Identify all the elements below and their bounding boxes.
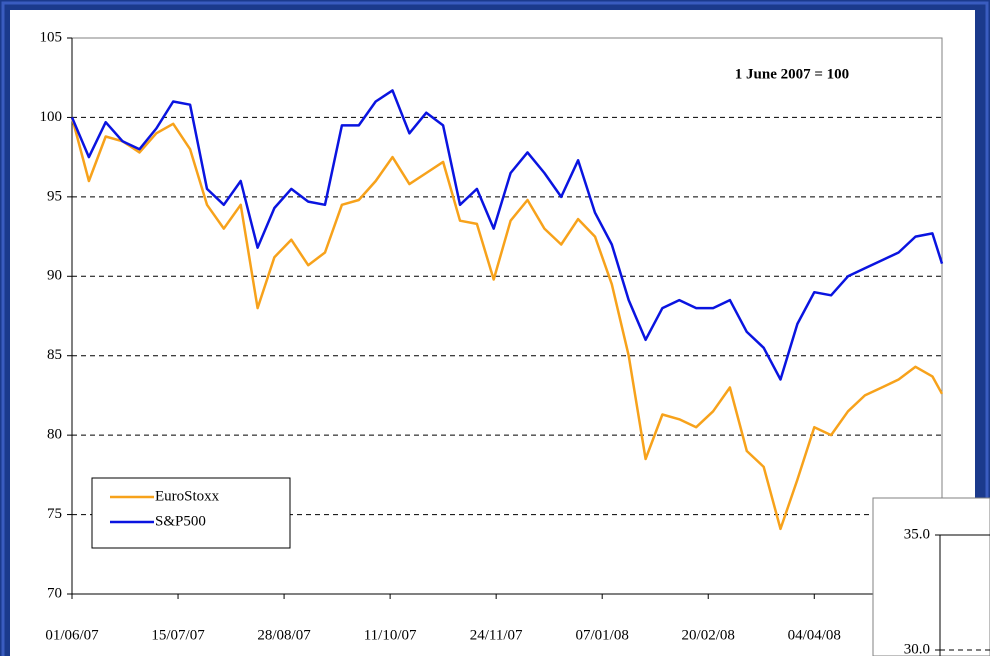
y-tick-label: 95 — [47, 188, 62, 204]
y-tick-label: 30.0 — [904, 641, 930, 656]
series-line — [70, 117, 944, 531]
series-line — [70, 89, 944, 381]
y-tick-label: 70 — [47, 585, 62, 601]
x-tick-label: 01/06/07 — [45, 627, 99, 643]
y-tick-label: 75 — [47, 506, 62, 522]
x-tick-label: 20/02/08 — [682, 627, 735, 643]
y-tick-label: 35.0 — [904, 526, 930, 542]
y-tick-label: 90 — [47, 268, 62, 284]
main-chart: 70 75 80 85 90 95 100 105 01/06/07 15/07/07 28/08/… — [40, 29, 944, 643]
x-tick-label: 15/07/07 — [151, 627, 205, 643]
x-tick-label: 04/04/08 — [788, 627, 841, 643]
y-tick-label: 100 — [40, 109, 63, 125]
legend-label: EuroStoxx — [155, 488, 220, 504]
legend-label: S&P500 — [155, 513, 206, 529]
y-tick-label: 85 — [47, 347, 62, 363]
inset-panel — [872, 497, 990, 656]
x-tick-label: 24/11/07 — [470, 627, 523, 643]
x-tick-label: 28/08/07 — [257, 627, 311, 643]
x-tick-label: 07/01/08 — [576, 627, 629, 643]
annotation: 1 June 2007 = 100 — [735, 66, 849, 82]
legend-box — [91, 477, 291, 549]
y-tick-label: 80 — [47, 427, 62, 443]
x-tick-label: 11/10/07 — [364, 627, 417, 643]
inset-chart: 35.0 30.0 — [872, 497, 990, 656]
y-tick-label: 105 — [40, 29, 63, 45]
